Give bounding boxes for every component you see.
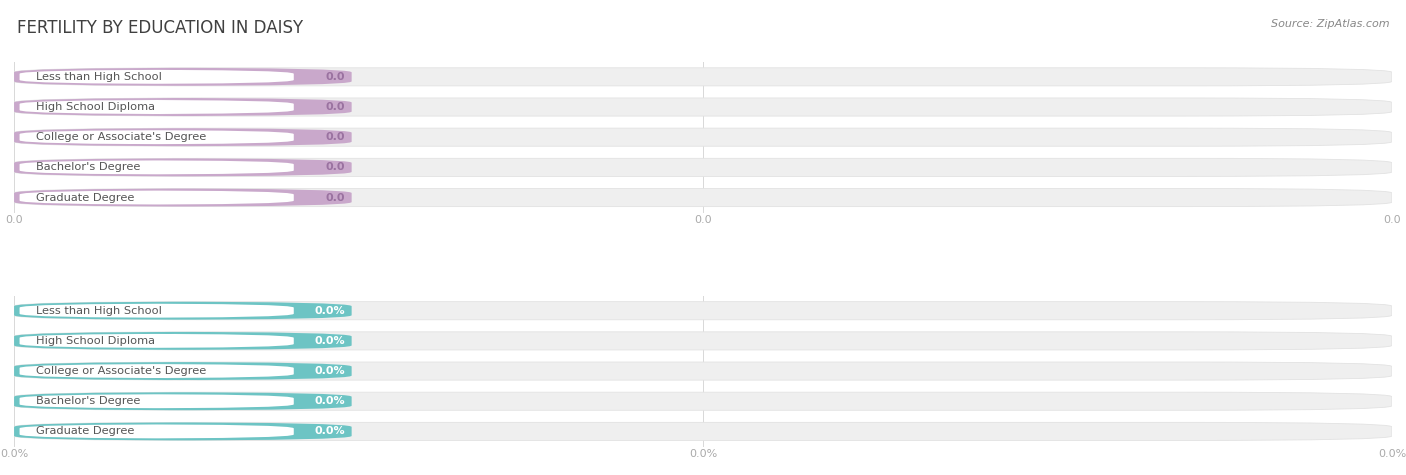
FancyBboxPatch shape [20,334,294,348]
FancyBboxPatch shape [14,392,352,410]
Text: Graduate Degree: Graduate Degree [37,427,135,437]
Text: 0.0%: 0.0% [314,366,344,376]
Text: 0.0%: 0.0% [314,396,344,406]
FancyBboxPatch shape [20,130,294,144]
FancyBboxPatch shape [14,332,1392,350]
FancyBboxPatch shape [14,158,352,176]
FancyBboxPatch shape [14,362,352,380]
FancyBboxPatch shape [14,189,352,207]
FancyBboxPatch shape [14,362,1392,380]
Text: 0.0%: 0.0% [314,427,344,437]
FancyBboxPatch shape [14,302,1392,320]
FancyBboxPatch shape [20,394,294,408]
FancyBboxPatch shape [20,70,294,84]
Text: College or Associate's Degree: College or Associate's Degree [37,132,207,142]
Text: FERTILITY BY EDUCATION IN DAISY: FERTILITY BY EDUCATION IN DAISY [17,19,304,37]
Text: Less than High School: Less than High School [37,72,162,82]
FancyBboxPatch shape [20,424,294,438]
Text: 0.0: 0.0 [325,102,344,112]
FancyBboxPatch shape [14,332,352,350]
FancyBboxPatch shape [14,128,1392,146]
FancyBboxPatch shape [14,98,352,116]
FancyBboxPatch shape [14,128,352,146]
FancyBboxPatch shape [14,158,1392,176]
Text: 0.0: 0.0 [325,132,344,142]
FancyBboxPatch shape [20,190,294,205]
Text: Less than High School: Less than High School [37,306,162,316]
Text: 0.0%: 0.0% [314,306,344,316]
FancyBboxPatch shape [14,422,1392,440]
Text: 0.0%: 0.0% [314,336,344,346]
Text: Graduate Degree: Graduate Degree [37,192,135,202]
FancyBboxPatch shape [20,160,294,174]
Text: High School Diploma: High School Diploma [37,102,155,112]
Text: 0.0: 0.0 [325,72,344,82]
Text: College or Associate's Degree: College or Associate's Degree [37,366,207,376]
FancyBboxPatch shape [14,189,1392,207]
FancyBboxPatch shape [14,68,352,86]
Text: 0.0: 0.0 [325,192,344,202]
FancyBboxPatch shape [14,422,352,440]
FancyBboxPatch shape [14,302,352,320]
Text: Bachelor's Degree: Bachelor's Degree [37,396,141,406]
Text: High School Diploma: High School Diploma [37,336,155,346]
FancyBboxPatch shape [20,304,294,318]
FancyBboxPatch shape [14,68,1392,86]
FancyBboxPatch shape [20,100,294,114]
FancyBboxPatch shape [14,98,1392,116]
Text: Source: ZipAtlas.com: Source: ZipAtlas.com [1271,19,1389,29]
FancyBboxPatch shape [14,392,1392,410]
Text: 0.0: 0.0 [325,162,344,172]
FancyBboxPatch shape [20,364,294,378]
Text: Bachelor's Degree: Bachelor's Degree [37,162,141,172]
